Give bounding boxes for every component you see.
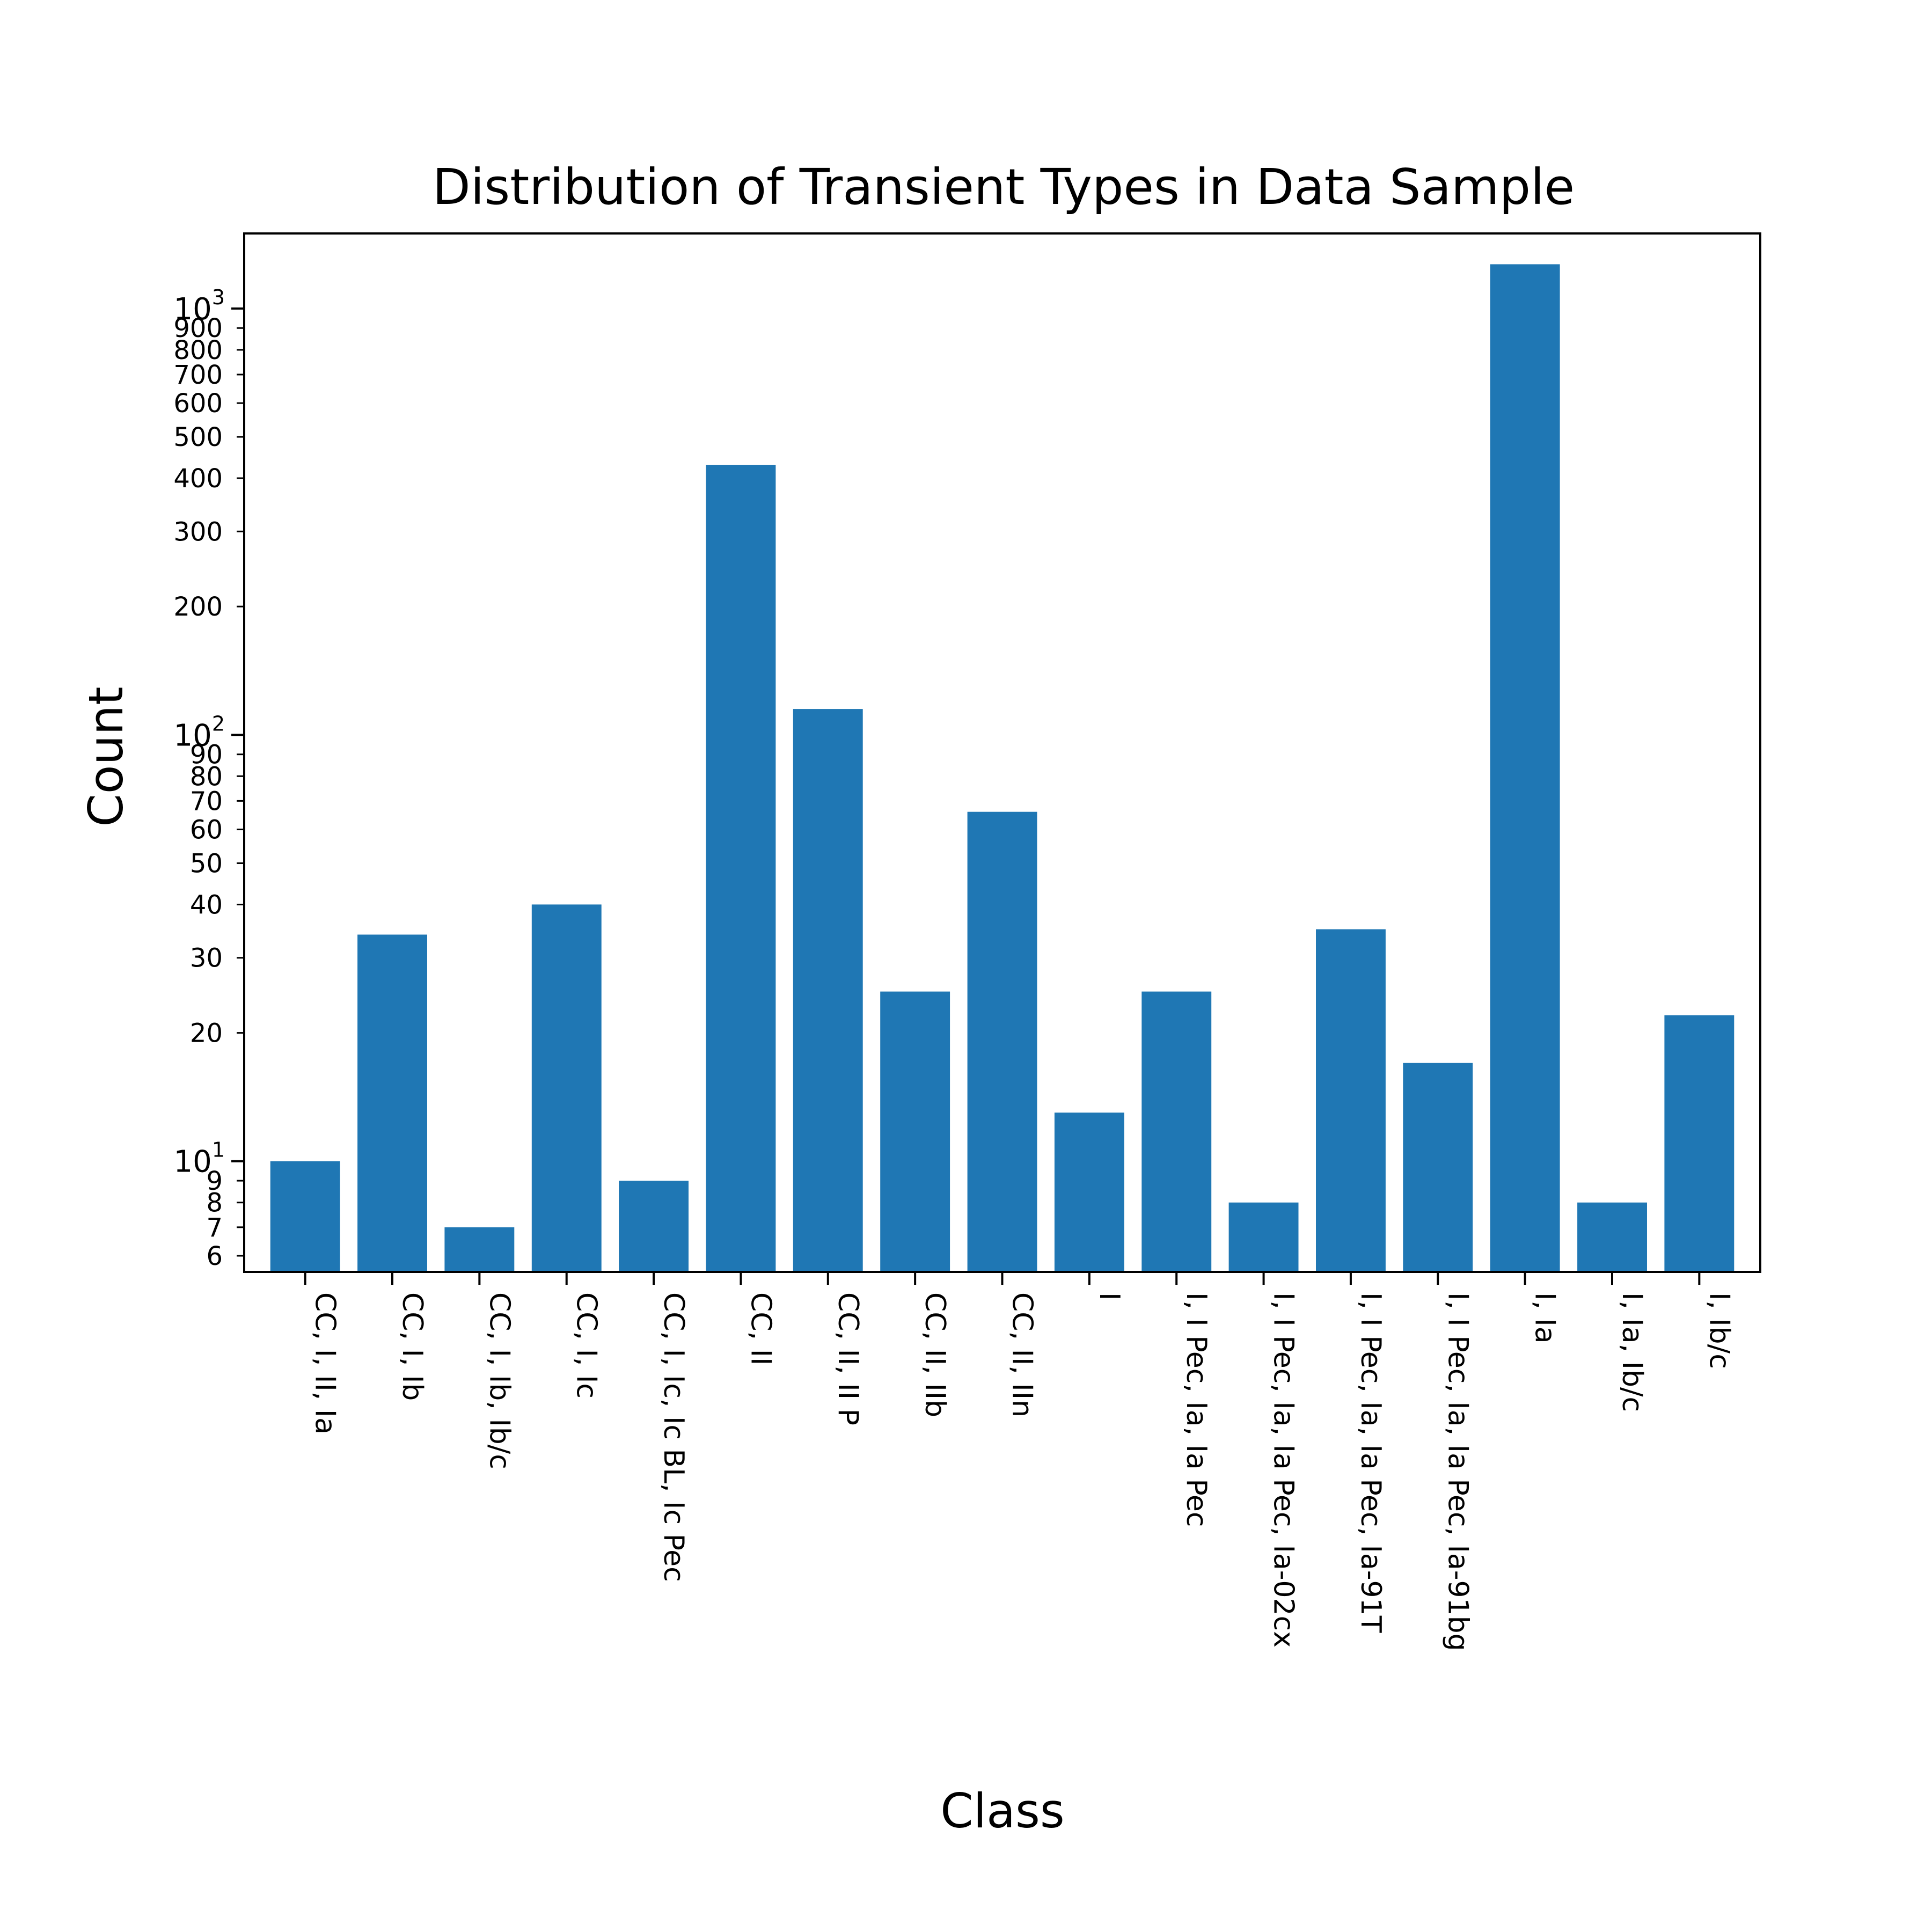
y-axis-ticks: 1011021036789203040506070809020030040050…: [173, 286, 244, 1271]
y-tick-label: 400: [173, 464, 223, 494]
y-tick-label: 90: [190, 740, 223, 770]
y-tick-label: 50: [190, 848, 223, 879]
bar-cc-ii-iin: [967, 811, 1037, 1272]
x-tick-label: I, Ia: [1529, 1292, 1561, 1344]
bar-cc-i-ic: [531, 904, 602, 1272]
bar-i-i-pec-ia-ia-pec: [1141, 991, 1212, 1272]
x-tick-label: CC, I, Ib, Ib/c: [483, 1292, 515, 1469]
x-tick-label: I, Ib/c: [1703, 1292, 1735, 1369]
y-tick-label: 500: [173, 422, 223, 452]
bar-i-ia-ib-c: [1577, 1202, 1647, 1272]
x-tick-label: I, Ia, Ib/c: [1616, 1292, 1648, 1412]
bar-cc-ii: [706, 465, 776, 1272]
x-tick-label: CC, I, Ib: [396, 1292, 428, 1401]
bar-cc-i-ib-ib-c: [444, 1227, 515, 1272]
bar-i-ia: [1490, 264, 1560, 1272]
bar-cc-i-ii-ia: [270, 1161, 340, 1272]
y-axis-label: Count: [78, 686, 134, 826]
bar-cc-ii-iib: [880, 991, 950, 1272]
y-tick-label: 8: [206, 1188, 223, 1218]
x-tick-label: CC, I, Ic, Ic BL, Ic Pec: [657, 1292, 690, 1582]
x-tick-label: CC, I, II, Ia: [309, 1292, 341, 1435]
bar-cc-i-ic-ic-bl-ic-pec: [619, 1181, 689, 1272]
bars: [270, 264, 1735, 1272]
y-tick-label: 700: [173, 360, 223, 390]
x-tick-label: I: [1093, 1292, 1125, 1300]
x-tick-label: CC, II, IIn: [1006, 1292, 1038, 1417]
y-tick-label: 9: [206, 1166, 223, 1196]
y-tick-label: 800: [173, 335, 223, 365]
chart-title: Distribution of Transient Types in Data …: [433, 158, 1575, 216]
x-tick-label: I, I Pec, Ia, Ia Pec: [1180, 1292, 1212, 1527]
y-tick-label: 20: [190, 1019, 223, 1049]
x-tick-label: CC, II: [744, 1292, 777, 1365]
x-tick-label: I, I Pec, Ia, Ia Pec, Ia-02cx: [1268, 1292, 1300, 1648]
y-tick-label: 300: [173, 517, 223, 547]
x-tick-label: I, I Pec, Ia, Ia Pec, Ia-91bg: [1441, 1292, 1474, 1651]
y-tick-label: 200: [173, 592, 223, 622]
x-axis-label: Class: [940, 1783, 1065, 1839]
bar-i-i-pec-ia-ia-pec-ia-91t: [1316, 929, 1386, 1272]
bar-i-ib-c: [1664, 1015, 1735, 1272]
y-tick-label: 6: [206, 1241, 223, 1271]
y-tick-label: 103: [174, 286, 225, 327]
bar-i-i-pec-ia-ia-pec-ia-91bg: [1403, 1063, 1473, 1272]
bar-cc-i-ib: [357, 934, 427, 1272]
bar-i-i-pec-ia-ia-pec-ia-02cx: [1228, 1202, 1299, 1272]
x-axis-ticks: CC, I, II, Ia CC, I, Ib CC, I, Ib, Ib/c CC,…: [304, 1272, 1735, 1651]
y-tick-label: 60: [190, 815, 223, 845]
y-tick-label: 40: [190, 890, 223, 920]
x-tick-label: CC, I, Ic: [570, 1292, 603, 1399]
y-tick-label: 70: [190, 786, 223, 816]
x-tick-label: CC, II, IIb: [919, 1292, 951, 1417]
y-tick-label: 7: [206, 1213, 223, 1243]
y-tick-label: 30: [190, 943, 223, 974]
x-tick-label: I, I Pec, Ia, Ia Pec, Ia-91T: [1355, 1292, 1387, 1633]
x-tick-label: CC, II, II P: [832, 1292, 864, 1425]
y-tick-label: 600: [173, 389, 223, 419]
y-tick-label: 80: [190, 762, 223, 792]
y-tick-label: 900: [173, 313, 223, 343]
bar-i: [1054, 1113, 1124, 1272]
bar-cc-ii-ii-p: [793, 709, 863, 1272]
